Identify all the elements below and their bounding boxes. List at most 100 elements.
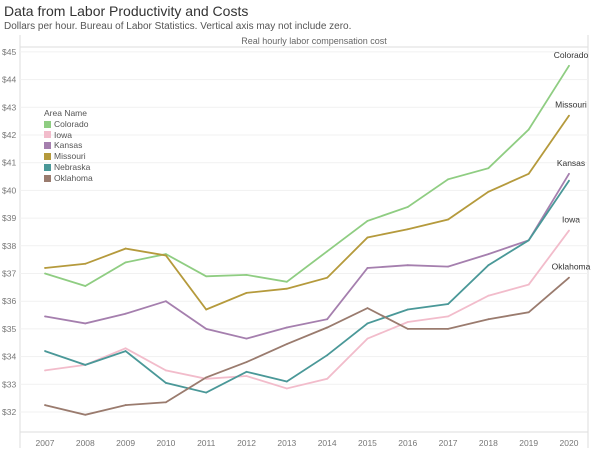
x-tick-label: 2008 — [76, 438, 95, 448]
legend-item[interactable]: Iowa — [44, 130, 93, 141]
series-line-kansas — [44, 173, 570, 340]
data-point — [366, 219, 369, 222]
data-point — [285, 387, 288, 390]
data-point — [487, 294, 490, 297]
data-point — [285, 326, 288, 329]
x-tick-label: 2009 — [116, 438, 135, 448]
legend-item[interactable]: Kansas — [44, 140, 93, 151]
data-point — [165, 382, 167, 384]
legend-swatch — [44, 153, 51, 161]
y-tick-label: $36 — [2, 296, 16, 306]
data-point — [568, 276, 570, 279]
y-tick-label: $41 — [2, 158, 16, 168]
data-point — [165, 254, 167, 257]
data-point — [568, 229, 570, 232]
data-point — [366, 322, 369, 325]
y-tick-label: $38 — [2, 241, 16, 251]
data-point — [44, 315, 46, 318]
legend-item[interactable]: Oklahoma — [44, 173, 93, 184]
data-point — [326, 354, 329, 357]
data-point — [165, 300, 167, 303]
data-point — [406, 206, 409, 208]
data-point — [84, 364, 87, 366]
data-point — [447, 265, 449, 268]
data-point — [124, 404, 127, 406]
data-point — [326, 377, 329, 380]
legend-label: Oklahoma — [54, 172, 93, 183]
data-point — [245, 337, 248, 340]
y-tick-label: $35 — [2, 324, 16, 334]
data-point — [406, 228, 409, 231]
data-point — [487, 190, 490, 193]
y-tick-label: $40 — [2, 185, 16, 195]
series-line-colorado — [44, 65, 570, 287]
chart-title: Real hourly labor compensation cost — [241, 36, 387, 46]
legend-swatch — [44, 142, 51, 150]
legend-swatch — [44, 163, 51, 171]
data-point — [487, 264, 490, 267]
data-point — [285, 380, 288, 383]
data-point — [84, 285, 87, 287]
data-point — [366, 267, 369, 269]
data-point — [366, 307, 369, 310]
y-tick-label: $34 — [2, 352, 16, 362]
data-point — [44, 350, 46, 352]
legend-item[interactable]: Missouri — [44, 151, 93, 162]
data-point — [447, 178, 449, 181]
y-tick-label: $39 — [2, 213, 16, 223]
data-point — [245, 370, 248, 373]
data-point — [447, 218, 449, 221]
data-point — [84, 413, 87, 416]
data-point — [568, 172, 570, 175]
legend-swatch — [44, 131, 51, 139]
x-tick-label: 2010 — [156, 438, 175, 448]
series-line-nebraska — [44, 180, 570, 394]
data-point — [245, 361, 248, 364]
data-point — [245, 291, 248, 294]
x-tick-label: 2015 — [358, 438, 377, 448]
x-tick-label: 2012 — [237, 438, 256, 448]
data-point — [447, 315, 449, 318]
data-point — [44, 272, 46, 275]
series-end-label: Missouri — [555, 100, 587, 110]
data-point — [205, 275, 208, 278]
data-point — [44, 404, 46, 406]
y-tick-label: $43 — [2, 102, 16, 112]
data-point — [84, 322, 87, 325]
series-end-label: Iowa — [562, 215, 580, 225]
data-point — [245, 375, 248, 377]
legend-swatch — [44, 120, 51, 128]
y-tick-label: $32 — [2, 407, 16, 417]
legend: Area Name Colorado Iowa Kansas Missouri Nebr… — [44, 108, 93, 184]
data-point — [124, 350, 127, 352]
legend-item[interactable]: Colorado — [44, 119, 93, 130]
data-point — [205, 328, 208, 330]
data-point — [568, 64, 570, 67]
data-point — [205, 308, 208, 311]
data-point — [487, 167, 490, 170]
legend-label: Nebraska — [54, 161, 91, 172]
data-point — [124, 347, 127, 350]
data-point — [406, 328, 409, 330]
x-tick-label: 2014 — [318, 438, 337, 448]
legend-label: Colorado — [54, 118, 89, 129]
series-line-iowa — [44, 230, 570, 390]
data-point — [245, 273, 248, 276]
x-tick-label: 2019 — [519, 438, 538, 448]
legend-label: Missouri — [54, 151, 86, 162]
series-line-missouri — [44, 115, 570, 311]
x-tick-label: 2016 — [398, 438, 417, 448]
legend-item[interactable]: Nebraska — [44, 162, 93, 173]
data-point — [527, 239, 530, 242]
y-tick-label: $33 — [2, 379, 16, 389]
data-point — [527, 172, 530, 175]
series-end-label: Kansas — [557, 158, 585, 168]
data-point — [285, 280, 288, 283]
data-point — [406, 308, 409, 311]
data-point — [205, 391, 208, 394]
x-tick-label: 2020 — [560, 438, 579, 448]
data-point — [527, 311, 530, 314]
x-tick-label: 2011 — [197, 438, 216, 448]
data-point — [165, 401, 167, 404]
